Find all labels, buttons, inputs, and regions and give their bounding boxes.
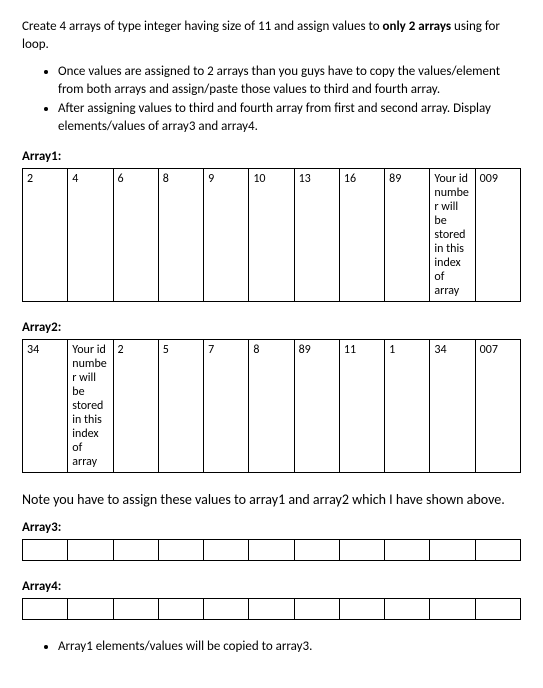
note-text: Note you have to assign these values to …: [22, 491, 521, 510]
table-cell: [249, 599, 294, 620]
array2-heading: Array2:: [22, 320, 521, 335]
table-cell: 4: [68, 169, 113, 302]
table-cell: Your id number will be stored in this in…: [68, 340, 113, 473]
list-item: Once values are assigned to 2 arrays tha…: [58, 63, 521, 98]
table-cell: 2: [23, 169, 68, 302]
table-cell: [68, 599, 113, 620]
table-cell: [68, 540, 113, 561]
table-cell: [385, 540, 430, 561]
table-cell: 2: [113, 340, 158, 473]
table-cell: 34: [430, 340, 475, 473]
table-cell: 5: [158, 340, 203, 473]
array3-heading: Array3:: [22, 520, 521, 535]
array1-table: 2 4 6 8 9 10 13 16 89 Your id number wil…: [22, 168, 521, 302]
table-cell: [385, 599, 430, 620]
table-cell: 89: [385, 169, 430, 302]
table-cell: [204, 540, 249, 561]
table-cell: 89: [294, 340, 339, 473]
table-cell: [158, 540, 203, 561]
table-cell: 10: [249, 169, 294, 302]
array4-heading: Array4:: [22, 579, 521, 594]
table-cell: [113, 599, 158, 620]
table-cell: [204, 599, 249, 620]
table-cell: [339, 540, 384, 561]
list-item: After assigning values to third and four…: [58, 100, 521, 135]
table-cell: 8: [249, 340, 294, 473]
intro-prefix: Create 4 arrays of type integer having s…: [22, 19, 383, 34]
array3-table: [22, 539, 521, 561]
table-cell: [294, 540, 339, 561]
list-item: Array1 elements/values will be copied to…: [58, 638, 521, 656]
table-cell: [158, 599, 203, 620]
table-cell: [294, 599, 339, 620]
intro-paragraph: Create 4 arrays of type integer having s…: [22, 18, 521, 53]
table-cell: [339, 599, 384, 620]
table-cell: 007: [475, 340, 520, 473]
table-cell: 8: [158, 169, 203, 302]
table-cell: [430, 599, 475, 620]
table-cell: 6: [113, 169, 158, 302]
table-cell: [23, 599, 68, 620]
table-cell: [249, 540, 294, 561]
table-cell: [475, 599, 520, 620]
array4-table: [22, 598, 521, 620]
array1-heading: Array1:: [22, 149, 521, 164]
table-cell: 009: [475, 169, 520, 302]
table-cell: [23, 540, 68, 561]
table-cell: Your id number will be stored in this in…: [430, 169, 475, 302]
table-cell: 1: [385, 340, 430, 473]
table-cell: 9: [204, 169, 249, 302]
table-cell: 13: [294, 169, 339, 302]
table-cell: [475, 540, 520, 561]
top-bullet-list: Once values are assigned to 2 arrays tha…: [22, 63, 521, 135]
bottom-bullet-list: Array1 elements/values will be copied to…: [22, 638, 521, 656]
table-cell: [430, 540, 475, 561]
table-cell: 11: [339, 340, 384, 473]
array2-table: 34 Your id number will be stored in this…: [22, 339, 521, 473]
table-cell: 7: [204, 340, 249, 473]
table-cell: [113, 540, 158, 561]
intro-bold: only 2 arrays: [383, 19, 452, 34]
table-cell: 16: [339, 169, 384, 302]
table-cell: 34: [23, 340, 68, 473]
